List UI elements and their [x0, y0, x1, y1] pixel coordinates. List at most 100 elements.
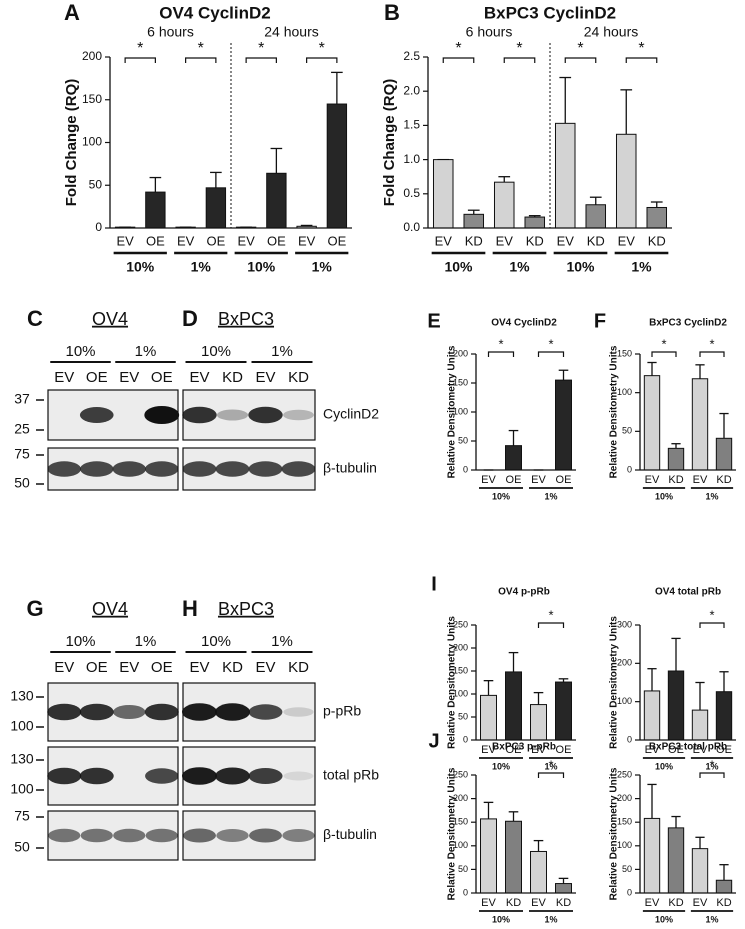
significance-star: *: [638, 40, 644, 57]
y-axis-label: Relative Densitometry Units: [609, 345, 620, 478]
x-tick-label: KD: [556, 897, 571, 909]
marker-label: 130: [10, 751, 34, 767]
time-header: 6 hours: [466, 24, 513, 40]
bar: [480, 694, 497, 741]
blot-band: [248, 768, 283, 784]
bar: [691, 848, 709, 894]
significance-star: *: [137, 40, 143, 57]
x-tick-label: KD: [526, 233, 544, 248]
x-tick-label: EV: [177, 233, 195, 248]
bar: [667, 670, 685, 741]
marker-label: 100: [10, 718, 34, 734]
group-label: 10%: [492, 491, 510, 501]
chart-title: OV4 CyclinD2: [491, 318, 557, 329]
blot-band: [145, 461, 179, 477]
blot-band: [216, 409, 249, 421]
group-label: 10%: [655, 491, 673, 501]
x-tick-label: EV: [693, 897, 708, 909]
x-tick-label: OE: [146, 233, 165, 248]
x-tick-label: EV: [298, 233, 316, 248]
blot-band: [281, 461, 316, 477]
chart-title: BxPC3 total pRb: [649, 742, 727, 753]
group-label: 10%: [492, 761, 510, 771]
x-tick-label: KD: [716, 897, 731, 909]
y-tick-label: 1.5: [403, 118, 420, 132]
bar: [205, 187, 227, 229]
bar: [463, 213, 485, 229]
y-tick-label: 100: [453, 840, 468, 850]
blot-band: [112, 461, 146, 477]
y-axis-label: Relative Densitometry Units: [609, 767, 620, 900]
y-tick-label: 0: [627, 464, 632, 474]
group-label: 1%: [544, 491, 557, 501]
bar: [715, 691, 733, 741]
x-tick-label: EV: [693, 474, 708, 486]
blot-band: [282, 829, 315, 842]
blot-band: [249, 828, 282, 843]
marker-label: 25: [14, 421, 30, 437]
y-tick-label: 200: [453, 348, 468, 358]
group-label: 1%: [631, 259, 652, 275]
significance-bracket: [537, 351, 565, 357]
y-tick-label: 150: [82, 92, 102, 106]
condition-label: 10%: [65, 343, 95, 360]
blot-band: [181, 767, 218, 785]
blot-band: [215, 767, 250, 785]
panel-letter: G: [26, 596, 43, 621]
x-tick-label: EV: [531, 744, 546, 756]
y-axis-label: Fold Change (RQ): [381, 79, 398, 207]
lane-label: OE: [86, 369, 108, 386]
y-tick-label: 150: [453, 817, 468, 827]
blot-band: [144, 406, 180, 424]
significance-star: *: [548, 757, 553, 772]
significance-bracket: [245, 57, 277, 63]
blot-band: [79, 703, 114, 721]
x-tick-label: KD: [668, 897, 683, 909]
panel-letter: D: [182, 306, 198, 331]
blot-band: [283, 707, 314, 717]
y-tick-label: 100: [617, 840, 632, 850]
group-label: 1%: [705, 761, 718, 771]
x-tick-label: KD: [716, 474, 731, 486]
bar: [145, 191, 166, 229]
significance-bracket: [699, 351, 725, 357]
marker-label: 130: [10, 688, 34, 704]
panel-letter: A: [64, 0, 80, 25]
significance-bracket: [503, 57, 536, 63]
y-tick-label: 50: [458, 864, 468, 874]
marker-label: 75: [14, 808, 30, 824]
y-tick-label: 100: [453, 688, 468, 698]
x-tick-label: OE: [716, 744, 732, 756]
condition-label: 10%: [65, 633, 95, 650]
y-tick-label: 0.5: [403, 186, 420, 200]
group-label: 10%: [126, 259, 155, 275]
x-tick-label: KD: [648, 233, 666, 248]
significance-star: *: [548, 336, 553, 351]
x-tick-label: EV: [645, 474, 660, 486]
y-tick-label: 100: [617, 387, 632, 397]
y-tick-label: 300: [617, 619, 632, 629]
blot-band: [144, 703, 179, 721]
significance-bracket: [564, 57, 597, 63]
x-tick-label: EV: [435, 233, 453, 248]
panel-letter: J: [428, 730, 439, 752]
bar: [691, 709, 709, 741]
x-tick-label: OE: [556, 744, 572, 756]
blot-band: [113, 705, 146, 719]
group-label: 10%: [444, 259, 473, 275]
bar: [643, 817, 661, 894]
group-label: 10%: [247, 259, 276, 275]
y-tick-label: 2.0: [403, 83, 420, 97]
y-tick-label: 200: [453, 793, 468, 803]
x-tick-label: OE: [556, 474, 572, 486]
group-label: 1%: [544, 761, 557, 771]
blot-band: [80, 828, 113, 843]
y-tick-label: 0.0: [403, 220, 420, 234]
blot-band: [48, 828, 81, 843]
bar: [691, 378, 709, 471]
y-tick-label: 50: [458, 711, 468, 721]
significance-star: *: [548, 607, 553, 622]
significance-bracket: [651, 351, 677, 357]
panel-letter: E: [427, 310, 440, 332]
y-tick-label: 250: [617, 769, 632, 779]
